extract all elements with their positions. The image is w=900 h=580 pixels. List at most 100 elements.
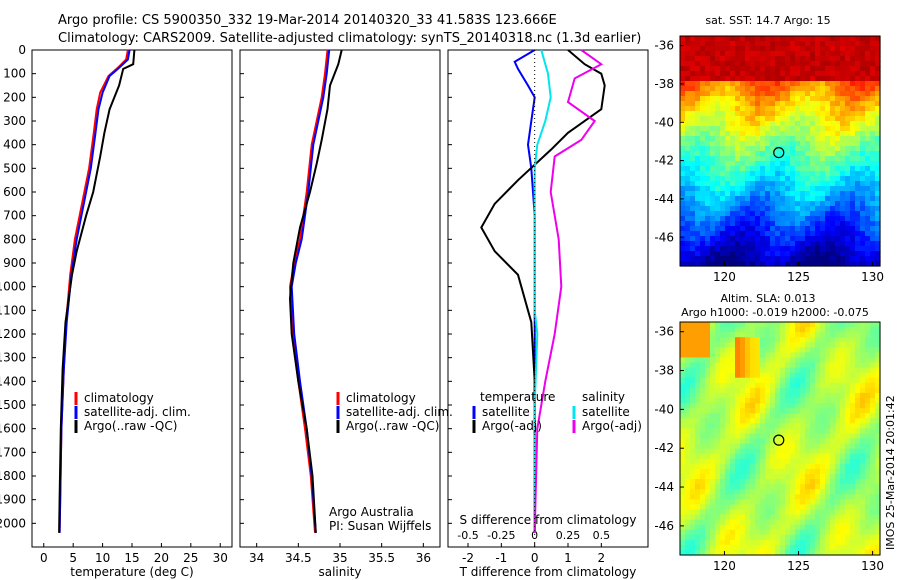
map-cell: [735, 221, 741, 227]
map-cell: [695, 76, 701, 82]
map-cell: [835, 201, 841, 207]
map-cell: [715, 382, 721, 389]
map-cell: [735, 101, 741, 107]
map-cell: [785, 342, 791, 348]
map-cell: [795, 322, 801, 328]
map-cell: [765, 196, 771, 202]
map-cell: [695, 156, 701, 162]
map-cell: [685, 196, 691, 202]
map-cell: [785, 367, 791, 374]
map-cell: [715, 256, 721, 262]
map-cell: [705, 372, 711, 379]
map-cell: [695, 484, 701, 490]
map-cell: [825, 181, 831, 187]
map-cell: [765, 251, 771, 257]
map-cell: [755, 489, 761, 495]
map-cell: [715, 504, 721, 511]
map-cell: [815, 387, 821, 394]
map-cell: [805, 342, 811, 348]
map-cell: [815, 91, 821, 97]
map-cell: [765, 448, 771, 455]
map-cell: [840, 256, 846, 262]
map-cell: [845, 111, 851, 117]
map-cell: [820, 347, 826, 353]
map-cell: [840, 76, 846, 82]
map-cell: [830, 327, 836, 333]
map-cell: [875, 101, 881, 107]
map-cell: [770, 171, 776, 177]
map-cell: [690, 519, 696, 526]
x-tick-label: 0: [40, 551, 48, 565]
map-cell: [705, 418, 711, 424]
map-cell: [695, 66, 701, 72]
map-cell: [785, 121, 791, 127]
map-cell: [775, 327, 781, 333]
map-cell: [715, 468, 721, 475]
map-cell: [705, 438, 711, 445]
map-cell: [785, 186, 791, 192]
map-cell: [840, 539, 846, 546]
map-cell: [785, 226, 791, 232]
map-cell: [700, 504, 706, 511]
series-line: [288, 49, 329, 533]
map-cell: [790, 413, 796, 419]
map-cell: [795, 131, 801, 137]
map-cell: [720, 529, 726, 536]
map-cell: [805, 418, 811, 424]
map-cell: [695, 86, 701, 92]
map-cell: [750, 377, 756, 384]
map-cell: [875, 36, 881, 42]
map-cell: [860, 392, 866, 399]
map-cell: [680, 397, 686, 404]
map-cell: [760, 504, 766, 511]
map-cell: [865, 196, 871, 202]
x-tick-label: 35.5: [368, 551, 395, 565]
map-cell: [690, 549, 696, 556]
map-cell: [775, 226, 781, 232]
map-cell: [850, 141, 856, 147]
map-cell: [825, 66, 831, 72]
map-cell: [705, 111, 711, 117]
map-cell: [850, 191, 856, 197]
map-cell: [770, 392, 776, 399]
map-cell: [730, 221, 736, 227]
map-cell: [805, 156, 811, 162]
map-cell: [870, 141, 876, 147]
map-cell: [815, 171, 821, 177]
map-cell: [745, 397, 751, 404]
map-cell: [770, 146, 776, 152]
map-cell: [770, 201, 776, 207]
map-cell: [735, 146, 741, 152]
map-cell: [715, 86, 721, 92]
map-cell: [700, 126, 706, 132]
map-cell: [805, 534, 811, 541]
map-cell: [680, 156, 686, 162]
map-cell: [695, 377, 701, 384]
map-cell: [820, 201, 826, 207]
map-cell: [770, 418, 776, 424]
map-cell: [845, 231, 851, 237]
map-cell: [830, 392, 836, 399]
map-cell: [835, 499, 841, 505]
map-cell: [730, 151, 736, 157]
map-cell: [705, 176, 711, 182]
y-tick-label: -40: [654, 402, 674, 416]
map-cell: [690, 468, 696, 475]
map-cell: [775, 101, 781, 107]
map-cell: [800, 322, 806, 328]
map-cell: [755, 453, 761, 460]
map-cell: [685, 71, 691, 77]
map-cell: [790, 161, 796, 167]
map-cell: [715, 236, 721, 242]
map-cell: [745, 352, 751, 359]
map-cell: [855, 347, 861, 353]
map-cell: [850, 56, 856, 62]
map-cell: [855, 342, 861, 348]
map-cell: [705, 463, 711, 470]
map-cell: [800, 433, 806, 440]
map-cell: [780, 463, 786, 470]
map-cell: [765, 126, 771, 132]
map-cell: [785, 61, 791, 67]
map-cell: [730, 176, 736, 182]
map-cell: [790, 443, 796, 450]
